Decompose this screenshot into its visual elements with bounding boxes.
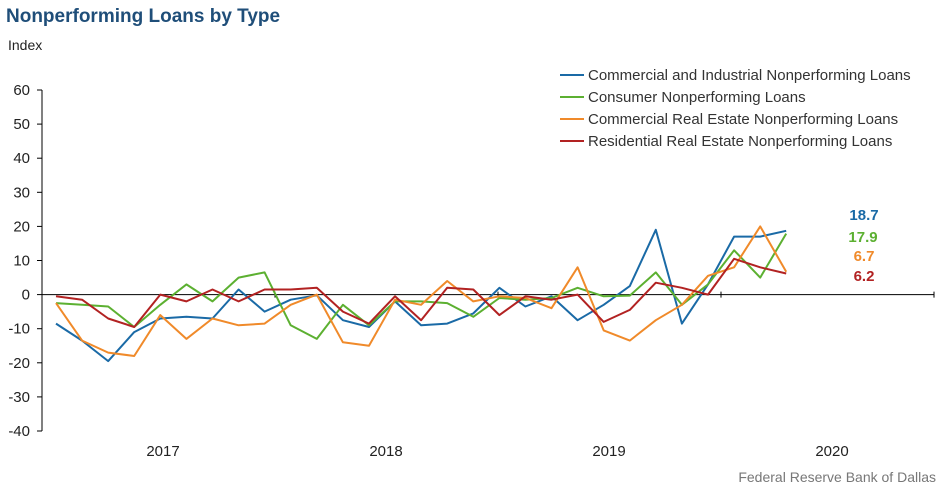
y-tick-label: 20	[13, 218, 30, 235]
y-tick-label: -20	[8, 355, 30, 372]
legend-swatch	[560, 118, 584, 120]
series-line-1	[55, 228, 787, 363]
legend-label: Residential Real Estate Nonperforming Lo…	[588, 132, 893, 150]
y-tick-label: -40	[8, 423, 30, 440]
series-line-4	[55, 257, 787, 328]
x-year-label: 2017	[146, 443, 179, 460]
legend-item: Residential Real Estate Nonperforming Lo…	[560, 130, 911, 152]
series-end-label: 6.2	[854, 268, 875, 285]
legend-swatch	[560, 140, 584, 142]
legend-item: Commercial Real Estate Nonperforming Loa…	[560, 108, 911, 130]
x-year-label: 2018	[369, 443, 402, 460]
legend-item: Consumer Nonperforming Loans	[560, 86, 911, 108]
legend-label: Commercial Real Estate Nonperforming Loa…	[588, 110, 899, 128]
x-year-label: 2019	[592, 443, 625, 460]
legend-swatch	[560, 96, 584, 98]
chart-legend: Commercial and Industrial Nonperforming …	[560, 64, 911, 152]
y-axis-unit-label: Index	[8, 37, 43, 53]
y-tick-label: -10	[8, 321, 30, 338]
series-end-label: 17.9	[848, 229, 877, 246]
chart-title: Nonperforming Loans by Type	[6, 6, 281, 27]
y-tick-label: 30	[13, 184, 30, 201]
series-end-label: 6.7	[854, 248, 875, 265]
y-tick-label: 10	[13, 253, 30, 270]
legend-label: Consumer Nonperforming Loans	[588, 88, 806, 106]
series-line-3	[55, 225, 788, 357]
series-end-label: 18.7	[849, 207, 878, 224]
y-tick-label: 50	[13, 116, 30, 133]
legend-item: Commercial and Industrial Nonperforming …	[560, 64, 911, 86]
legend-swatch	[560, 74, 584, 76]
y-tick-label: 40	[13, 150, 30, 167]
x-year-label: 2020	[815, 443, 848, 460]
source-note: Federal Reserve Bank of Dallas	[738, 469, 936, 485]
y-tick-label: 60	[13, 82, 30, 99]
y-tick-label: 0	[22, 287, 30, 304]
legend-label: Commercial and Industrial Nonperforming …	[588, 66, 911, 84]
y-tick-label: -30	[8, 389, 30, 406]
series-line-2	[55, 233, 788, 340]
